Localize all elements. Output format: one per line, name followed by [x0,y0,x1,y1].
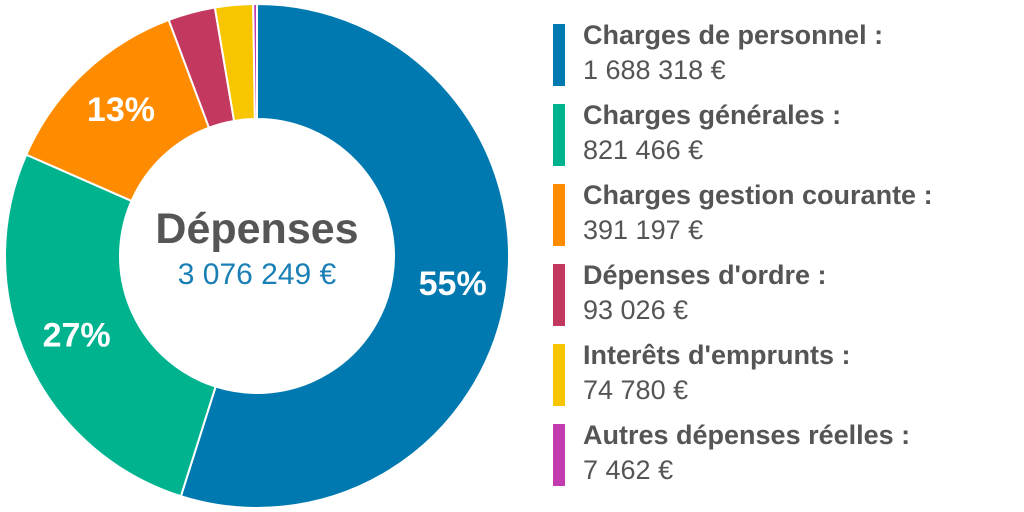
donut-slice-6 [252,2,258,121]
legend-label: Autres dépenses réelles : [583,420,911,450]
legend-item-charges-gestion-courante: Charges gestion courante : 391 197 € [553,178,1013,258]
slice-label-1: 55% [419,265,487,303]
legend-item-autres-depenses: Autres dépenses réelles : 7 462 € [553,418,1013,498]
legend: Charges de personnel : 1 688 318 € Charg… [553,18,1013,498]
legend-value: 391 197 € [583,215,704,245]
legend-value: 1 688 318 € [583,55,726,85]
legend-item-interets-emprunts: Interêts d'emprunts : 74 780 € [553,338,1013,418]
donut-slice-1 [179,2,510,509]
legend-swatch [553,424,565,486]
legend-label: Charges de personnel : [583,20,884,50]
legend-swatch [553,264,565,326]
legend-label: Dépenses d'ordre : [583,260,827,290]
legend-swatch [553,24,565,86]
slice-label-3: 13% [87,91,155,129]
legend-value: 7 462 € [583,455,674,485]
donut-slice-2 [4,153,217,498]
legend-swatch [553,344,565,406]
legend-value: 821 466 € [583,135,704,165]
donut-slices [4,2,510,509]
legend-item-depenses-ordre: Dépenses d'ordre : 93 026 € [553,258,1013,338]
slice-labels: 55% 27% 13% [43,91,487,355]
legend-item-charges-generales: Charges générales : 821 466 € [553,98,1013,178]
legend-swatch [553,104,565,166]
donut-chart: 55% 27% 13% Dépenses 3 076 249 € [4,2,510,509]
slice-label-2: 27% [43,317,111,355]
chart-center-title: Dépenses [155,205,358,253]
legend-swatch [553,184,565,246]
legend-label: Interêts d'emprunts : [583,340,851,370]
legend-value: 74 780 € [583,375,689,405]
legend-item-charges-personnel: Charges de personnel : 1 688 318 € [553,18,1013,98]
chart-center-total: 3 076 249 € [178,258,337,291]
legend-label: Charges générales : [583,100,842,130]
legend-label: Charges gestion courante : [583,180,933,210]
legend-value: 93 026 € [583,295,689,325]
